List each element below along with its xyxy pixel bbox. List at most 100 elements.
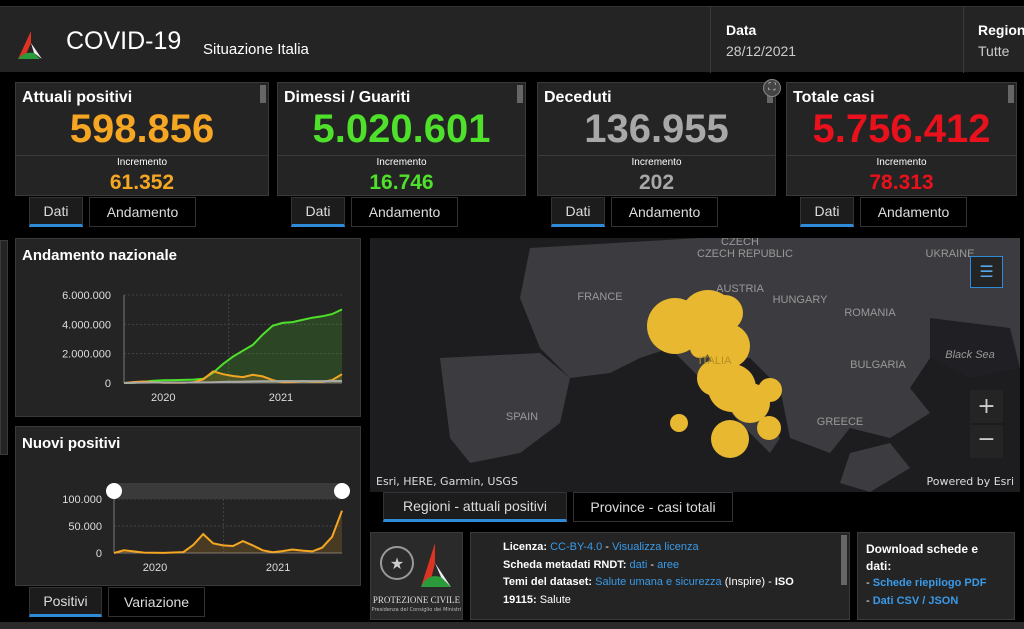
region-bubble[interactable] (711, 420, 749, 458)
card-title: Totale casi (793, 89, 875, 106)
scrollbar[interactable] (1008, 85, 1014, 103)
tab-andamento[interactable]: Andamento (89, 197, 196, 227)
svg-text:★: ★ (390, 556, 404, 573)
tab-andamento[interactable]: Andamento (860, 197, 967, 227)
bottom-bar (0, 622, 1024, 629)
region-bubble[interactable] (732, 345, 748, 361)
x-tick-label: 2021 (269, 392, 293, 404)
y-tick-label: 6.000.000 (62, 290, 111, 302)
range-slider-track[interactable] (114, 483, 342, 499)
andamento-nazionale-chart: 0 2.000.000 4.000.000 6.000.000 2020 2021 (62, 290, 343, 404)
y-tick-label: 4.000.000 (62, 319, 111, 331)
map[interactable]: CZECH CZECH REPUBLIC UKRAINE FRANCE AUSTR… (370, 238, 1020, 492)
separator: - (602, 541, 613, 553)
download-csv-link[interactable]: Dati CSV / JSON (872, 594, 959, 607)
nuovi-positivi-panel: Nuovi positivi 0 50.000 100.000 2020 2021 (15, 426, 361, 586)
x-tick-label: 2020 (151, 392, 175, 404)
tab-dati[interactable]: Dati (551, 197, 605, 227)
rndt-label: Scheda metadati RNDT: (503, 558, 627, 571)
card-value: 598.856 (69, 107, 215, 151)
card-value: 5.020.601 (312, 107, 491, 151)
increment-value: 78.313 (869, 171, 934, 194)
app-header: COVID-19 Situazione Italia Data 28/12/20… (0, 6, 1024, 73)
scrollbar[interactable] (517, 85, 523, 103)
increment-label: Incremento (116, 157, 168, 168)
region-bubble[interactable] (670, 414, 688, 432)
emblem-and-logo-icon: ★ (380, 543, 451, 587)
map-label-hungary: HUNGARY (773, 294, 828, 306)
card-totale-casi: Totale casi 5.756.412 Incremento 78.313 (786, 82, 1017, 196)
nuovi-positivi-chart: 0 50.000 100.000 2020 2021 (62, 483, 350, 574)
scrollbar[interactable] (260, 85, 266, 103)
info-panel: Licenza: CC-BY-4.0 - Visualizza licenza … (470, 532, 850, 620)
y-tick-label: 0 (96, 548, 102, 560)
view-license-link[interactable]: Visualizza licenza (612, 541, 699, 553)
map-label-spain: SPAIN (506, 411, 538, 423)
x-tick-label: 2021 (266, 562, 290, 574)
y-tick-label: 0 (105, 378, 111, 390)
powered-by-esri[interactable]: Powered by Esri (926, 475, 1014, 488)
card-title: Deceduti (544, 89, 612, 106)
increment-value: 61.352 (109, 171, 175, 194)
card-value: 5.756.412 (812, 107, 991, 151)
date-selector[interactable]: 28/12/2021 (726, 43, 797, 59)
zoom-out-button[interactable]: − (970, 425, 1003, 458)
themes-suffix: (Inspire) - (721, 576, 775, 588)
range-slider-handle[interactable] (106, 483, 122, 499)
range-slider-handle[interactable] (334, 483, 350, 499)
chart-title: Andamento nazionale (22, 247, 178, 264)
license-link[interactable]: CC-BY-4.0 (550, 541, 603, 553)
download-pdf-link[interactable]: Schede riepilogo PDF (872, 577, 987, 589)
download-panel: Download schede e dati: - Schede riepilo… (857, 532, 1015, 620)
card-deceduti: Deceduti 136.955 Incremento 202 (537, 82, 776, 196)
logo-panel: ★ PROTEZIONE CIVILE Presidenza del Consi… (370, 532, 463, 620)
org-name: PROTEZIONE CIVILE (372, 595, 461, 605)
fullscreen-icon[interactable]: ⛶ (763, 79, 781, 97)
region-bubble[interactable] (707, 295, 743, 331)
tab-regioni-attuali-positivi[interactable]: Regioni - attuali positivi (383, 492, 567, 522)
map-label-black-sea: Black Sea (945, 349, 995, 361)
tab-dati[interactable]: Dati (800, 197, 854, 227)
side-panel-edge[interactable] (0, 240, 8, 455)
tab-province-casi-totali[interactable]: Province - casi totali (573, 492, 733, 522)
map-label-czech: CZECH CZECH REPUBLIC (697, 238, 793, 260)
zoom-in-button[interactable]: + (970, 390, 1003, 423)
tab-andamento[interactable]: Andamento (351, 197, 458, 227)
card-value: 136.955 (584, 107, 729, 151)
region-bubble[interactable] (650, 308, 670, 328)
region-selector[interactable]: Tutte (978, 43, 1010, 59)
card-attuali-positivi: Attuali positivi 598.856 Incremento 61.3… (15, 82, 269, 196)
increment-label: Incremento (376, 157, 427, 168)
increment-value: 16.746 (369, 171, 434, 194)
series-line (123, 380, 342, 384)
legend-list-icon[interactable]: ☰ (970, 256, 1003, 288)
region-bubble[interactable] (758, 378, 782, 402)
map-label-romania: ROMANIA (844, 307, 896, 319)
region-label: Regioni (978, 22, 1024, 38)
scrollbar[interactable] (841, 535, 847, 585)
map-label-italia: ITALIA (699, 355, 732, 367)
tab-variazione[interactable]: Variazione (108, 587, 205, 617)
region-bubble[interactable] (690, 338, 710, 358)
y-tick-label: 50.000 (68, 521, 102, 533)
map-attribution: Esri, HERE, Garmin, USGS (376, 475, 518, 488)
series-line (113, 510, 343, 554)
region-bubble[interactable] (757, 416, 781, 440)
x-tick-label: 2020 (143, 562, 167, 574)
andamento-nazionale-panel: Andamento nazionale 0 2.000.000 4.000.000 6… (15, 238, 361, 417)
rndt-dati-link[interactable]: dati (629, 558, 648, 571)
rndt-aree-link[interactable]: aree (657, 558, 680, 571)
map-label-ukraine: UKRAINE (926, 248, 975, 260)
org-subtitle: Presidenza del Consiglio dei Ministri (371, 607, 462, 613)
series-area (124, 309, 342, 383)
app-title: COVID-19 (66, 27, 182, 55)
tab-positivi[interactable]: Positivi (29, 587, 102, 617)
increment-label: Incremento (876, 157, 927, 168)
increment-label: Incremento (631, 157, 682, 168)
tab-dati[interactable]: Dati (291, 197, 345, 227)
map-label-bulgaria: BULGARIA (850, 359, 906, 371)
series-area (124, 371, 342, 383)
themes-link[interactable]: Salute umana e sicurezza (595, 576, 722, 588)
tab-andamento[interactable]: Andamento (611, 197, 718, 227)
tab-dati[interactable]: Dati (29, 197, 83, 227)
